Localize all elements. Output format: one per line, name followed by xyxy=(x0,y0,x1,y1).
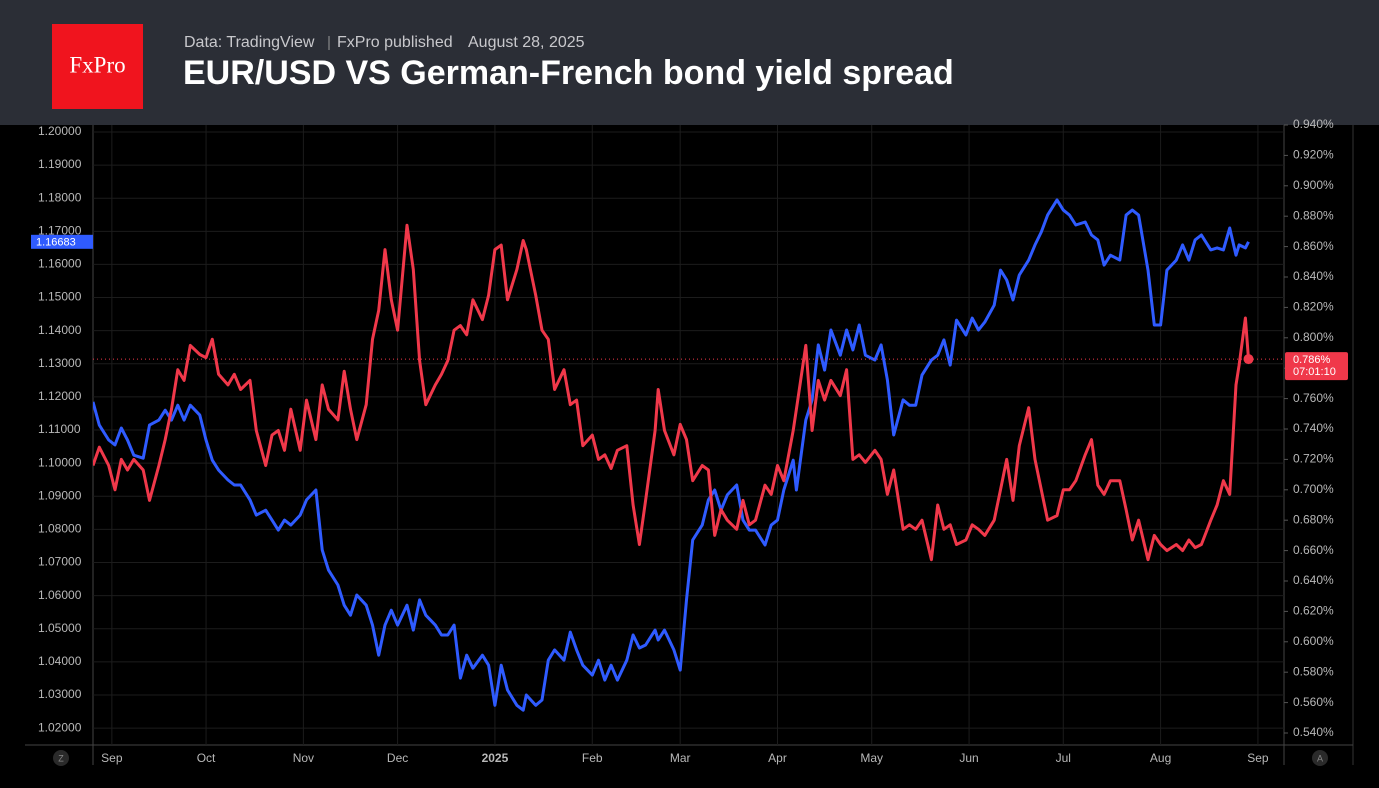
y-tick-label: 1.13000 xyxy=(38,356,82,370)
x-tick-label: Sep xyxy=(1247,751,1269,765)
y2-tick-label: 0.700% xyxy=(1293,482,1334,496)
x-tick-label: May xyxy=(860,751,883,765)
y-tick-label: 1.10000 xyxy=(38,455,82,469)
y2-tick-label: 0.800% xyxy=(1293,330,1334,344)
price-tag xyxy=(31,234,93,249)
y2-tick-label: 0.740% xyxy=(1293,421,1334,435)
x-tick-label: Jun xyxy=(959,751,978,765)
y2-tick-label: 0.540% xyxy=(1293,725,1334,739)
x-tick-label: Oct xyxy=(197,751,216,765)
x-tick-label: Dec xyxy=(387,751,408,765)
y2-tick-label: 0.880% xyxy=(1293,208,1334,222)
y2-tick-label: 0.600% xyxy=(1293,634,1334,648)
publisher: FxPro published xyxy=(337,34,453,51)
price-tag-label: 0.786% xyxy=(1293,354,1331,366)
scale-button xyxy=(53,750,69,766)
header xyxy=(0,0,1379,125)
x-tick-label: Aug xyxy=(1150,751,1171,765)
y-tick-label: 1.09000 xyxy=(38,488,82,502)
y2-tick-label: 0.660% xyxy=(1293,543,1334,557)
series-line xyxy=(93,198,1250,712)
y-tick-label: 1.02000 xyxy=(38,720,82,734)
y-tick-label: 1.06000 xyxy=(38,588,82,602)
y-tick-label: 1.20000 xyxy=(38,124,82,138)
y-tick-label: 1.05000 xyxy=(38,621,82,635)
y-tick-label: 1.03000 xyxy=(38,687,82,701)
scale-button-label: Z xyxy=(58,753,64,763)
countdown: 07:01:10 xyxy=(1293,366,1336,378)
y2-tick-label: 0.680% xyxy=(1293,512,1334,526)
x-tick-label: Apr xyxy=(768,751,787,765)
y2-tick-label: 0.720% xyxy=(1293,452,1334,466)
y-tick-label: 1.14000 xyxy=(38,323,82,337)
price-tag xyxy=(1285,352,1348,381)
y2-tick-label: 0.580% xyxy=(1293,664,1334,678)
date: August 28, 2025 xyxy=(468,34,585,51)
grid xyxy=(93,125,1284,745)
y-tick-label: 1.12000 xyxy=(38,389,82,403)
y-tick-label: 1.15000 xyxy=(38,290,82,304)
plot xyxy=(93,198,1250,712)
y2-tick-label: 0.920% xyxy=(1293,148,1334,162)
y-tick-label: 1.16000 xyxy=(38,257,82,271)
y-tick-label: 1.11000 xyxy=(38,422,81,436)
chart-title: EUR/USD VS German-French bond yield spre… xyxy=(183,54,954,92)
x-tick-label: Sep xyxy=(101,751,123,765)
source: Data: TradingView xyxy=(184,34,315,51)
scale-button-label: A xyxy=(1317,753,1323,763)
logo xyxy=(52,24,143,109)
y-tick-label: 1.18000 xyxy=(38,190,82,204)
x-tick-label: Feb xyxy=(582,751,603,765)
x-tick-label: Nov xyxy=(293,751,314,765)
scale-button xyxy=(1312,750,1328,766)
y2-tick-label: 0.820% xyxy=(1293,300,1334,314)
y2-tick-label: 0.900% xyxy=(1293,178,1334,192)
y2-tick-label: 0.620% xyxy=(1293,604,1334,618)
y2-tick-label: 0.760% xyxy=(1293,391,1334,405)
y-tick-label: 1.07000 xyxy=(38,555,82,569)
y-tick-label: 1.04000 xyxy=(38,654,82,668)
x-tick-label: Mar xyxy=(670,751,691,765)
series-line xyxy=(93,223,1250,562)
y2-tick-label: 0.640% xyxy=(1293,573,1334,587)
y-tick-label: 1.17000 xyxy=(38,223,82,237)
y2-tick-label: 0.940% xyxy=(1293,117,1334,131)
x-tick-label: 2025 xyxy=(482,751,509,765)
x-tick-label: Jul xyxy=(1056,751,1071,765)
y-tick-label: 1.08000 xyxy=(38,522,82,536)
y-tick-label: 1.19000 xyxy=(38,157,82,171)
last-point xyxy=(1243,354,1254,365)
y2-tick-label: 0.860% xyxy=(1293,239,1334,253)
y2-tick-label: 0.560% xyxy=(1293,695,1334,709)
logo-text: FxPro xyxy=(69,52,125,77)
y2-tick-label: 0.840% xyxy=(1293,269,1334,283)
price-tag-label: 1.16683 xyxy=(36,237,76,249)
